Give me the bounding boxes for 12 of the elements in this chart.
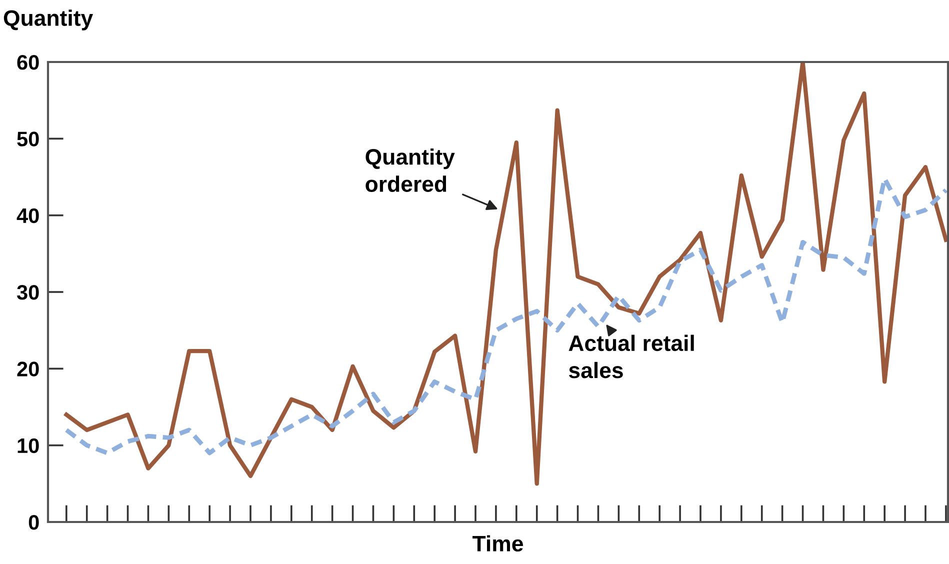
y-tick-label: 40 xyxy=(16,208,39,224)
y-tick-label: 30 xyxy=(16,285,39,300)
y-tick-label: 50 xyxy=(17,132,39,146)
y-tick-label: 0 xyxy=(28,515,39,530)
line-series xyxy=(64,62,948,486)
series-label: Actual retail sales xyxy=(568,334,694,378)
y-tick-label: 20 xyxy=(17,362,39,376)
y-tick-label: 60 xyxy=(17,55,39,70)
text: Quantity ordered xyxy=(366,148,455,192)
x-axis-title: Time xyxy=(472,535,523,552)
y-axis-title: Quantity xyxy=(4,10,94,30)
y-tick-label: 10 xyxy=(18,438,39,454)
